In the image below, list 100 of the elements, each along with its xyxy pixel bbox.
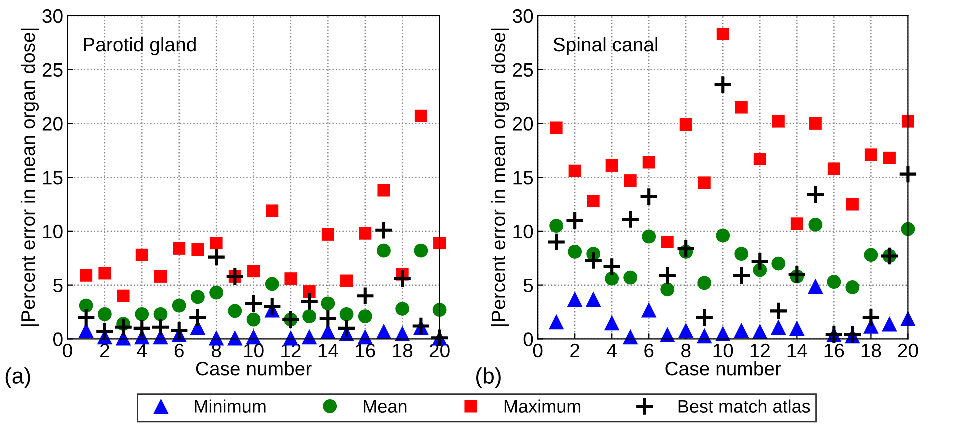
point [716, 228, 730, 243]
point [809, 117, 822, 130]
point [210, 237, 223, 250]
y-axis-title: |Percent error in mean organ dose| [491, 28, 510, 326]
point [565, 210, 585, 231]
point [262, 297, 282, 317]
point [624, 270, 638, 285]
point [806, 184, 826, 205]
point [376, 324, 392, 340]
point [602, 257, 622, 277]
point [225, 266, 246, 287]
point [550, 219, 564, 234]
point [318, 308, 338, 329]
point [661, 236, 674, 248]
point [584, 250, 604, 270]
point [754, 153, 766, 166]
point [76, 308, 96, 328]
point [642, 230, 656, 244]
point [228, 304, 242, 318]
point [772, 115, 785, 128]
point [846, 198, 859, 211]
point [772, 256, 786, 271]
point [396, 302, 410, 316]
x-axis-title: Case number [196, 361, 312, 376]
point [80, 269, 93, 282]
point [864, 148, 878, 162]
x-tick-label: 4 [607, 344, 617, 358]
point [132, 318, 152, 338]
point [303, 286, 316, 298]
x-tick-label: 10 [714, 344, 734, 358]
point [246, 312, 261, 327]
point [827, 275, 842, 290]
point [154, 307, 168, 322]
point [790, 320, 805, 336]
point [605, 272, 620, 286]
point [587, 195, 600, 208]
y-axis-title: |Percent error in mean organ dose| [20, 28, 40, 326]
point [248, 265, 260, 278]
point [356, 286, 376, 306]
x-tick-label: 20 [898, 344, 918, 358]
point [192, 244, 204, 256]
x-tick-label: 0 [533, 344, 543, 358]
point [340, 307, 354, 322]
point [135, 307, 150, 322]
point [620, 210, 640, 230]
point [548, 314, 564, 330]
x-tick-label: 16 [356, 344, 376, 358]
point [358, 310, 372, 324]
point [658, 266, 678, 286]
x-tick-label: 6 [174, 344, 184, 358]
point [340, 274, 354, 288]
x-tick-label: 14 [318, 344, 338, 358]
point [768, 301, 789, 322]
point [787, 264, 808, 284]
point [411, 316, 432, 336]
point [883, 152, 896, 164]
point [698, 276, 712, 290]
point [377, 244, 391, 258]
y-tick-label: 10 [514, 224, 534, 239]
point [284, 272, 298, 286]
point [244, 294, 264, 314]
point [321, 296, 336, 311]
point [898, 164, 918, 184]
point [136, 248, 148, 262]
point [228, 330, 243, 346]
point [694, 308, 714, 328]
y-tick-label: 0 [524, 332, 534, 346]
point [546, 232, 566, 252]
text: (a) [6, 368, 30, 388]
x-tick-label: 18 [862, 344, 882, 358]
point [752, 324, 768, 340]
point [642, 156, 656, 169]
point [808, 218, 823, 232]
y-tick-label: 25 [513, 63, 534, 78]
point [378, 184, 390, 197]
x-tick-label: 0 [63, 344, 72, 358]
legend-label: Maximum [504, 400, 581, 413]
point [734, 247, 749, 262]
point [790, 218, 804, 230]
point [392, 268, 412, 289]
point [154, 270, 167, 283]
point [358, 329, 374, 345]
legend-label: Best match atlas [678, 400, 810, 413]
point [734, 322, 750, 338]
y-tick-label: 15 [514, 171, 534, 185]
y-tick-label: 10 [43, 224, 63, 239]
y-tick-label: 20 [513, 117, 534, 131]
point [568, 164, 582, 178]
legend-label: Minimum [195, 400, 266, 413]
y-tick-label: 30 [513, 9, 534, 24]
x-tick-label: 2 [570, 344, 580, 358]
x-axis-title: Case number [666, 361, 782, 376]
y-tick-label: 30 [42, 9, 63, 24]
annotation: Parotid gland [84, 37, 196, 56]
point [864, 248, 878, 262]
x-tick-label: 8 [682, 344, 691, 358]
point [735, 101, 748, 114]
point [808, 278, 824, 294]
point [150, 317, 171, 338]
y-tick-label: 20 [42, 117, 63, 131]
